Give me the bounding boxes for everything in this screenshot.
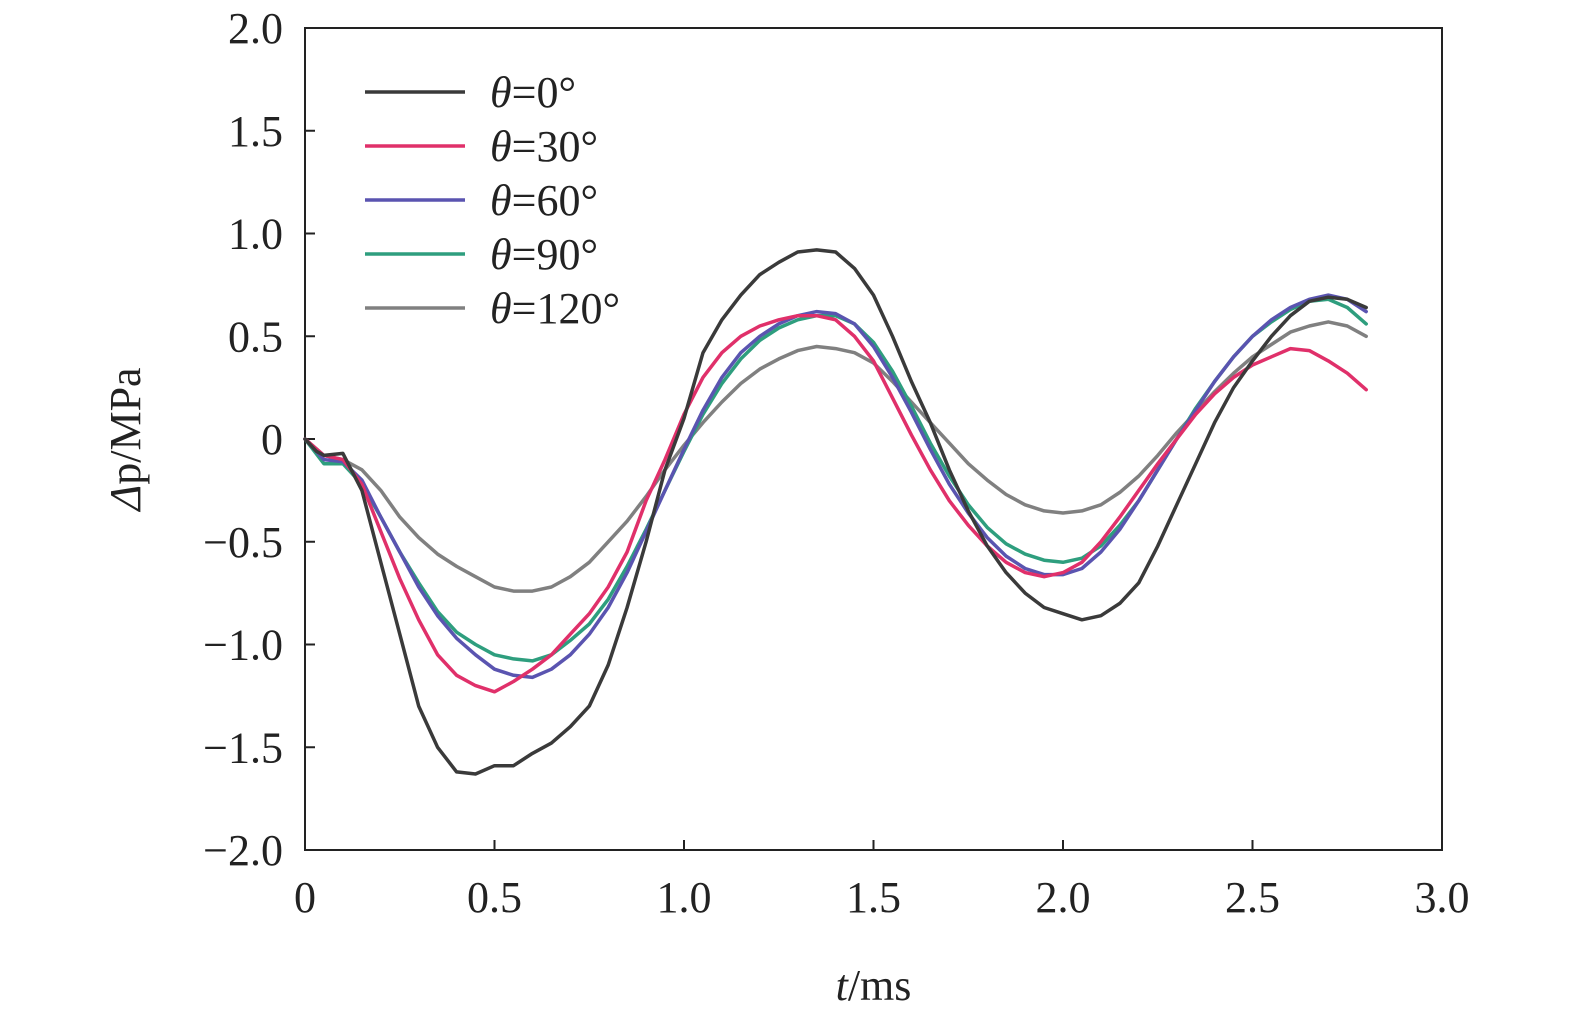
legend-variable: θ	[490, 122, 512, 171]
y-tick-label: −1.0	[203, 621, 283, 670]
x-tick-label: 2.5	[1225, 873, 1280, 922]
x-tick-label: 1.5	[846, 873, 901, 922]
y-axis-unit: p/MPa	[101, 367, 150, 484]
legend-variable: θ	[490, 176, 512, 225]
x-tick-label: 3.0	[1415, 873, 1470, 922]
y-tick-label: −1.5	[203, 723, 283, 772]
y-tick-label: 0	[261, 415, 283, 464]
x-tick-label: 2.0	[1036, 873, 1091, 922]
plot-area	[304, 27, 1443, 851]
legend-label: θ=0°	[490, 68, 576, 117]
y-tick-label: 2.0	[228, 4, 283, 53]
series-line	[303, 248, 1368, 776]
x-tick-label: 0.5	[467, 873, 522, 922]
legend-label: θ=60°	[490, 176, 598, 225]
y-tick-label: 1.5	[228, 107, 283, 156]
series-line	[303, 320, 1368, 593]
y-tick-label: 1.0	[228, 210, 283, 259]
series-line	[303, 297, 1368, 663]
series-line	[303, 313, 1368, 694]
y-tick-label: −2.0	[203, 826, 283, 875]
y-axis-variable: Δ	[101, 485, 150, 513]
y-axis-ticks: 2.0 1.5 1.0 0.5 0 −0.5 −1.0 −1.5 −2.0	[203, 4, 315, 875]
series-line	[303, 293, 1368, 680]
legend-variable: θ	[490, 230, 512, 279]
x-axis-variable: t	[836, 961, 850, 1010]
legend-value: =30°	[512, 122, 598, 171]
legend-value: =120°	[512, 284, 620, 333]
y-axis-title: Δp/MPa	[101, 367, 150, 512]
y-tick-label: −0.5	[203, 518, 283, 567]
x-axis-unit: /ms	[848, 961, 912, 1010]
legend-variable: θ	[490, 68, 512, 117]
x-axis-ticks: 0 0.5 1.0 1.5 2.0 2.5 3.0	[294, 840, 1470, 922]
y-tick-label: 0.5	[228, 312, 283, 361]
legend-label: θ=120°	[490, 284, 620, 333]
legend-label: θ=90°	[490, 230, 598, 279]
legend-variable: θ	[490, 284, 512, 333]
x-tick-label: 1.0	[657, 873, 712, 922]
legend-value: =0°	[512, 68, 576, 117]
legend-label: θ=30°	[490, 122, 598, 171]
legend: θ=0°θ=30°θ=60°θ=90°θ=120°	[365, 68, 620, 333]
x-axis-title: t/ms	[836, 961, 912, 1010]
series-lines	[303, 248, 1368, 776]
legend-value: =60°	[512, 176, 598, 225]
legend-value: =90°	[512, 230, 598, 279]
x-tick-label: 0	[294, 873, 316, 922]
